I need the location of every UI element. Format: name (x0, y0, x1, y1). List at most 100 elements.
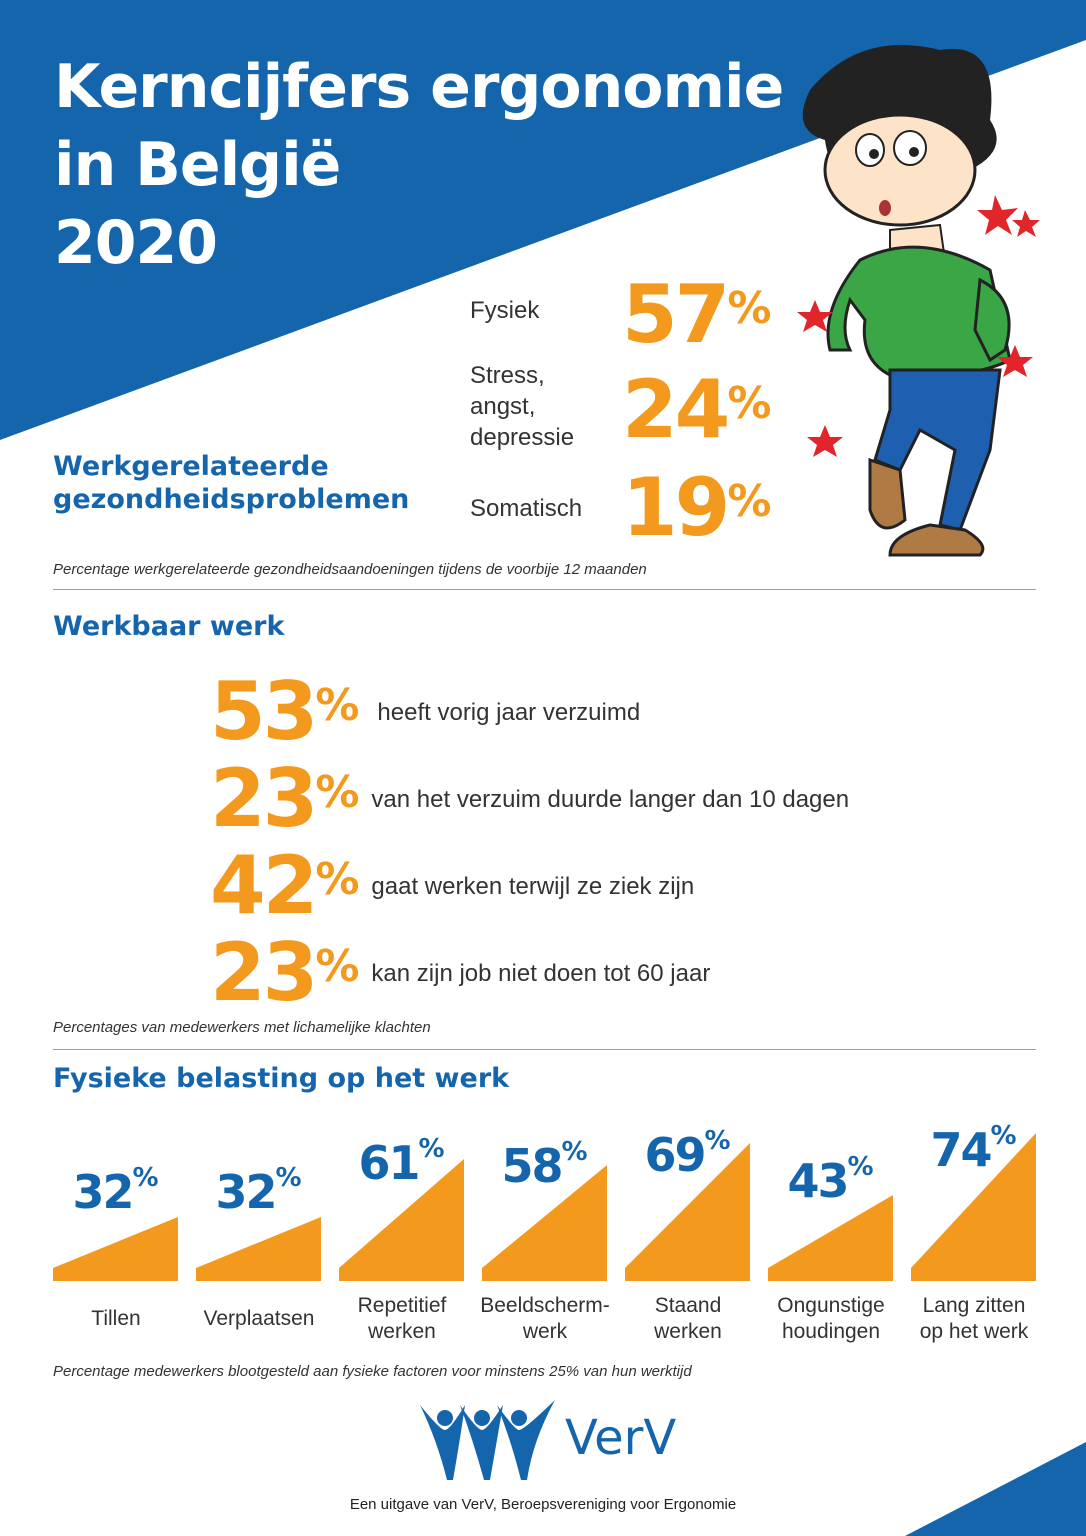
bar-value-label: 58% (482, 1137, 607, 1193)
bar-category-label: Staand werken (617, 1293, 760, 1345)
stat-text: kan zijn job niet doen tot 60 jaar (371, 959, 711, 987)
divider (53, 1049, 1036, 1050)
footer-blue-corner (905, 1442, 1086, 1536)
bar-7 (911, 1133, 1036, 1281)
bar-value-label: 61% (339, 1133, 464, 1190)
bar-category-label: Repetitief werken (331, 1293, 474, 1345)
label-line: Stress, (470, 362, 545, 389)
value: 58 (501, 1138, 563, 1193)
health-problems-heading: Werkgerelateerde gezondheidsproblemen (53, 450, 409, 516)
heading-line: gezondheidsproblemen (53, 484, 410, 515)
bar-category-label: Beeldscherm-werk (474, 1293, 617, 1345)
bar-5 (625, 1143, 750, 1281)
stat-text: heeft vorig jaar verzuimd (377, 698, 641, 726)
bar-category-label: Ongunstige houdingen (760, 1293, 903, 1345)
health-problems-note: Percentage werkgerelateerde gezondheidsa… (53, 561, 647, 578)
stat-value: 23% (210, 933, 359, 1013)
label-line: werken (654, 1320, 722, 1343)
verv-logo-icon (420, 1400, 555, 1480)
bar-category-label: Tillen (45, 1306, 188, 1332)
value: 61 (358, 1135, 420, 1190)
workable-stat-row: 53% heeft vorig jaar verzuimd (210, 672, 640, 752)
value: 53 (210, 665, 318, 758)
stat-value-fysiek: 57% (622, 275, 771, 355)
unit: % (727, 283, 772, 334)
unit: % (132, 1162, 159, 1193)
unit: % (275, 1162, 302, 1193)
label-line: werk (522, 1320, 568, 1343)
value: 32 (72, 1164, 134, 1219)
heading-line: Werkgerelateerde (53, 451, 329, 482)
title-line: Kerncijfers ergonomie (54, 52, 784, 122)
value: 19 (622, 461, 730, 554)
unit: % (847, 1151, 874, 1182)
workable-stat-row: 23% kan zijn job niet doen tot 60 jaar (210, 933, 710, 1013)
bar-value-label: 32% (53, 1162, 178, 1219)
stat-label-somatisch: Somatisch (470, 495, 583, 522)
value: 69 (644, 1127, 706, 1182)
value: 32 (215, 1164, 277, 1219)
unit: % (727, 476, 772, 527)
cartoon-character-illustration (797, 45, 1040, 557)
label-line: op het werk (919, 1320, 1029, 1343)
stat-label-stress: Stress, angst, depressie (470, 360, 574, 453)
label-line: Tillen (91, 1307, 141, 1330)
value: 42 (210, 839, 318, 932)
value: 23 (210, 752, 318, 845)
stat-text: van het verzuim duurde langer dan 10 dag… (371, 785, 850, 813)
label-line: Lang zitten (922, 1294, 1026, 1317)
stat-value: 53% (210, 672, 359, 752)
bar-3 (339, 1159, 464, 1281)
label-line: houdingen (781, 1320, 881, 1343)
label-line: Ongunstige (777, 1294, 885, 1317)
footer-credit: Een uitgave van VerV, Beroepsvereniging … (349, 1496, 737, 1513)
unit: % (315, 767, 360, 818)
value: 23 (210, 926, 318, 1019)
value: 43 (787, 1153, 849, 1208)
unit: % (418, 1133, 445, 1164)
bar-value-label: 74% (911, 1120, 1036, 1177)
divider (53, 589, 1036, 590)
stat-value: 42% (210, 846, 359, 926)
bar-value-label: 43% (768, 1151, 893, 1208)
stat-label-fysiek: Fysiek (470, 297, 540, 324)
physical-load-heading: Fysieke belasting op het werk (53, 1063, 510, 1094)
label-line: werken (368, 1320, 436, 1343)
value: 24 (622, 363, 730, 456)
title-line: 2020 (54, 208, 218, 278)
unit: % (315, 680, 360, 731)
unit: % (727, 378, 772, 429)
label-line: Beeldscherm- (480, 1294, 610, 1317)
bar-4 (482, 1165, 607, 1281)
bar-value-label: 69% (625, 1125, 750, 1182)
bar-category-label: Verplaatsen (188, 1306, 331, 1332)
label-line: angst, (470, 393, 536, 420)
page-title: Kerncijfers ergonomie in België 2020 (54, 48, 784, 282)
workable-stat-row: 42% gaat werken terwijl ze ziek zijn (210, 846, 694, 926)
bar-category-label: Lang zitten op het werk (903, 1293, 1046, 1345)
physical-load-chart (53, 1133, 1036, 1281)
stat-text: gaat werken terwijl ze ziek zijn (371, 872, 695, 900)
bar-6 (768, 1195, 893, 1281)
unit: % (315, 941, 360, 992)
verv-logo-text: VerV (565, 1410, 677, 1466)
workable-work-heading: Werkbaar werk (53, 611, 285, 642)
label-line: depressie (470, 424, 575, 451)
workable-work-note: Percentages van medewerkers met lichamel… (53, 1019, 431, 1036)
stat-value: 23% (210, 759, 359, 839)
label-line: Staand (654, 1294, 722, 1317)
label-line: Repetitief (357, 1294, 447, 1317)
label-line: Verplaatsen (203, 1307, 315, 1330)
workable-stat-row: 23% van het verzuim duurde langer dan 10… (210, 759, 849, 839)
stat-value-somatisch: 19% (622, 468, 771, 548)
bar-2 (196, 1217, 321, 1281)
value: 57 (622, 268, 730, 361)
physical-load-note: Percentage medewerkers blootgesteld aan … (53, 1363, 692, 1380)
value: 74 (930, 1122, 992, 1177)
bar-1 (53, 1217, 178, 1281)
title-line: in België (54, 130, 341, 200)
unit: % (990, 1120, 1017, 1151)
stat-value-stress: 24% (622, 370, 771, 450)
unit: % (704, 1125, 731, 1156)
unit: % (315, 854, 360, 905)
